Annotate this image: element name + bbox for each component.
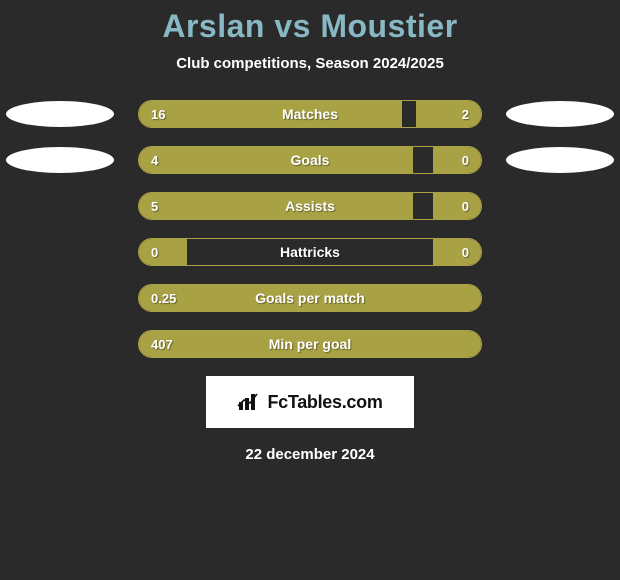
subtitle: Club competitions, Season 2024/2025: [0, 55, 620, 72]
footer-logo-text: FcTables.com: [267, 392, 382, 413]
stats-rows: 16Matches24Goals05Assists00Hattricks00.2…: [0, 100, 620, 358]
stat-row: 407Min per goal: [0, 330, 620, 358]
stat-row: 0.25Goals per match: [0, 284, 620, 312]
stat-label: Goals: [139, 147, 481, 173]
stat-row: 0Hattricks0: [0, 238, 620, 266]
stat-label: Hattricks: [139, 239, 481, 265]
stat-row: 16Matches2: [0, 100, 620, 128]
stat-bar: 407Min per goal: [138, 330, 482, 358]
player-right-oval: [506, 101, 614, 127]
stat-row: 4Goals0: [0, 146, 620, 174]
value-right: 0: [462, 147, 469, 173]
date-label: 22 december 2024: [0, 446, 620, 463]
stat-bar: 16Matches2: [138, 100, 482, 128]
chart-icon: [237, 392, 263, 412]
value-right: 0: [462, 239, 469, 265]
stat-row: 5Assists0: [0, 192, 620, 220]
page-title: Arslan vs Moustier: [0, 8, 620, 45]
value-right: 0: [462, 193, 469, 219]
value-right: 2: [462, 101, 469, 127]
comparison-card: Arslan vs Moustier Club competitions, Se…: [0, 0, 620, 463]
footer-logo: FcTables.com: [206, 376, 414, 428]
stat-label: Matches: [139, 101, 481, 127]
player-right-oval: [506, 147, 614, 173]
stat-label: Min per goal: [139, 331, 481, 357]
stat-bar: 4Goals0: [138, 146, 482, 174]
stat-bar: 0.25Goals per match: [138, 284, 482, 312]
player-left-oval: [6, 147, 114, 173]
stat-label: Goals per match: [139, 285, 481, 311]
stat-label: Assists: [139, 193, 481, 219]
player-left-oval: [6, 101, 114, 127]
stat-bar: 5Assists0: [138, 192, 482, 220]
stat-bar: 0Hattricks0: [138, 238, 482, 266]
